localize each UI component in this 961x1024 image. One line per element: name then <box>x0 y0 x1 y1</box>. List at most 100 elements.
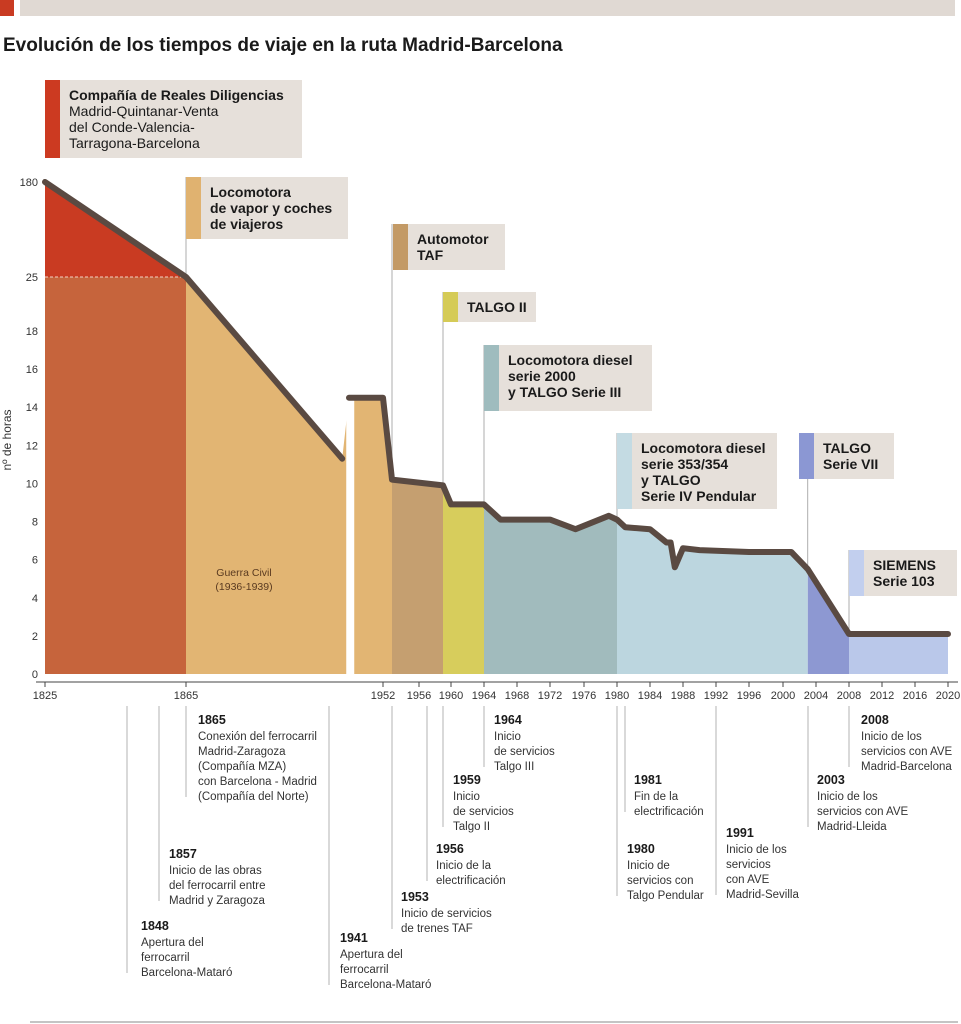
event-year: 1865 <box>198 713 226 727</box>
era-label-line: del Conde-Valencia- <box>69 119 195 135</box>
event-description-line: servicios con AVE <box>861 746 953 758</box>
event-description-line: (Compañía del Norte) <box>198 791 309 803</box>
civil-war-annotation-line: Guerra Civil <box>216 567 271 579</box>
era-label-line: Madrid-Quintanar-Venta <box>69 103 219 119</box>
event-description-line: Inicio de la <box>436 860 492 872</box>
event-description-line: ferrocarril <box>141 952 190 964</box>
top-band <box>20 0 955 16</box>
event-year: 1941 <box>340 931 368 945</box>
y-tick-label: 4 <box>32 593 38 605</box>
event-year: 1953 <box>401 890 429 904</box>
era-label-box-taf <box>393 224 505 270</box>
event-description-line: de trenes TAF <box>401 923 473 935</box>
event-description-line: Madrid y Zaragoza <box>169 895 265 907</box>
era-label-line: de viajeros <box>210 216 283 232</box>
event-description-line: Conexión del ferrocarril <box>198 731 317 743</box>
event-year: 1956 <box>436 842 464 856</box>
era-label-line: TAF <box>417 247 444 263</box>
era-label-box-diligencias <box>45 80 302 158</box>
event-description-line: Madrid-Lleida <box>817 821 887 833</box>
era-label-box-talgo7 <box>799 433 894 479</box>
era-area-vapor <box>186 277 392 674</box>
y-tick-label: 2 <box>32 631 38 643</box>
y-tick-label: 16 <box>26 364 38 376</box>
era-area-talgo2 <box>443 485 484 674</box>
era-label-box-diesel2000 <box>484 345 652 411</box>
x-tick-label: 2020 <box>936 690 960 702</box>
event-description-line: Talgo Pendular <box>627 890 704 902</box>
x-tick-label: 1956 <box>407 690 431 702</box>
event-description-line: servicios con <box>627 875 693 887</box>
travel-time-line-segment <box>346 394 951 637</box>
y-tick-label: 12 <box>26 440 38 452</box>
x-tick-label: 2008 <box>837 690 861 702</box>
y-tick-label: 6 <box>32 555 38 567</box>
era-label-line: Tarragona-Barcelona <box>69 135 200 151</box>
era-labels: Compañía de Reales DiligenciasMadrid-Qui… <box>45 80 957 596</box>
era-label-line: TALGO <box>823 440 871 456</box>
event-description-line: Inicio de las obras <box>169 865 262 877</box>
era-label-line: Locomotora diesel <box>508 352 632 368</box>
event-year: 1981 <box>634 773 662 787</box>
event-year: 1991 <box>726 826 754 840</box>
x-tick-label: 2016 <box>903 690 927 702</box>
x-tick-label: 1825 <box>33 690 57 702</box>
event-description-line: Apertura del <box>141 937 204 949</box>
accent-bar <box>0 0 14 16</box>
event-description-line: Talgo II <box>453 821 490 833</box>
x-axis-ticks: 1825 1865 1952 1956 1960 1964 1968 1972 1976 1980… <box>33 682 960 702</box>
x-tick-label: 2004 <box>804 690 828 702</box>
x-tick-label: 2000 <box>771 690 795 702</box>
event-description-line: Inicio de los <box>726 844 787 856</box>
event-description-line: Inicio de servicios <box>401 908 492 920</box>
civil-war-annotation: Guerra Civil (1936-1939) <box>215 567 272 593</box>
era-label-line: Serie VII <box>823 456 878 472</box>
era-area-diligencias <box>45 182 186 674</box>
era-label-swatch-talgo2 <box>443 292 458 322</box>
event-year: 2003 <box>817 773 845 787</box>
event-description-line: Inicio de los <box>861 731 922 743</box>
era-label-line: serie 353/354 <box>641 456 728 472</box>
y-tick-label: 25 <box>26 272 38 284</box>
y-tick-label: 0 <box>32 669 38 681</box>
y-tick-label: 18 <box>26 326 38 338</box>
event-description-line: Fin de la <box>634 791 679 803</box>
travel-time-line <box>42 179 951 637</box>
event-description-line: Barcelona-Mataró <box>340 979 431 991</box>
event-description-line: del ferrocarril entre <box>169 880 266 892</box>
y-tick-label: 8 <box>32 517 38 529</box>
travel-time-line-segment <box>42 179 346 462</box>
event-description-line: Madrid-Zaragoza <box>198 746 286 758</box>
era-label-line: Serie 103 <box>873 573 935 589</box>
civil-war-gap <box>346 395 355 675</box>
event-description-line: Talgo III <box>494 761 534 773</box>
timeline-events: 1865 Conexión del ferrocarril Madrid-Zarag… <box>126 706 953 991</box>
event-description-line: Apertura del <box>340 949 403 961</box>
event-description-line: de servicios <box>494 746 555 758</box>
y-tick-label: 10 <box>26 478 38 490</box>
era-label-swatch-talgo7 <box>799 433 814 479</box>
event-year: 1959 <box>453 773 481 787</box>
era-label-line: Locomotora diesel <box>641 440 765 456</box>
event-description-line: (Compañía MZA) <box>198 761 286 773</box>
era-area-diesel353 <box>617 519 808 674</box>
x-tick-label: 1865 <box>174 690 198 702</box>
event-description-line: electrificación <box>634 806 704 818</box>
event-description-line: ferrocarril <box>340 964 389 976</box>
event-year: 2008 <box>861 713 889 727</box>
era-label-line: SIEMENS <box>873 557 936 573</box>
x-tick-label: 1968 <box>505 690 529 702</box>
era-label-line: serie 2000 <box>508 368 576 384</box>
era-label-line: y TALGO Serie III <box>508 384 621 400</box>
event-description-line: Madrid-Sevilla <box>726 889 799 901</box>
y-tick-label: 14 <box>26 402 38 414</box>
x-tick-label: 1960 <box>439 690 463 702</box>
era-label-swatch-diesel2000 <box>484 345 499 411</box>
era-label-swatch-siemens <box>849 550 864 596</box>
y-axis-label: nº de horas <box>0 409 14 470</box>
x-tick-label: 1980 <box>605 690 629 702</box>
x-tick-label: 1988 <box>671 690 695 702</box>
event-description-line: Inicio <box>494 731 521 743</box>
era-area-siemens <box>849 634 948 674</box>
era-label-line: Automotor <box>417 231 489 247</box>
